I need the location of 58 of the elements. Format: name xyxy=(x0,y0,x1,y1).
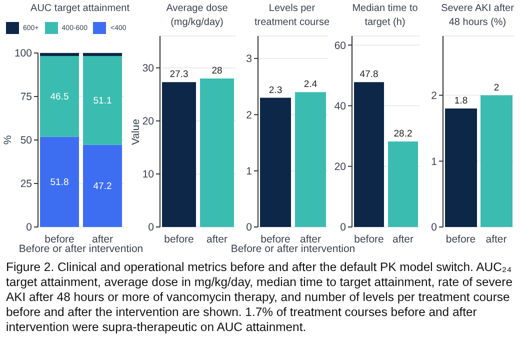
bar xyxy=(40,56,79,137)
x-tick-label: before xyxy=(44,233,75,246)
y-tick-label: 1 xyxy=(246,166,252,178)
bar xyxy=(40,53,79,56)
data-label: 46.5 xyxy=(50,91,69,102)
x-tick-label: before xyxy=(354,233,384,246)
data-label: 51.1 xyxy=(93,95,112,106)
y-tick-label: 40 xyxy=(334,100,346,112)
x-axis-title: Before or after intervention xyxy=(230,243,356,255)
y-tick-label: 30 xyxy=(142,62,154,75)
data-label: 47.8 xyxy=(360,69,378,80)
y-tick-label: 2 xyxy=(246,109,252,122)
chart-title: Median time to target (h) xyxy=(351,2,419,30)
y-tick-label: 0 xyxy=(340,222,346,234)
x-tick-label: before xyxy=(446,233,476,246)
data-label: 2.3 xyxy=(268,84,282,96)
bar xyxy=(83,56,122,145)
y-tick-label: 50 xyxy=(20,134,32,147)
y-tick-label: 0 xyxy=(26,222,32,234)
y-tick-label: 3 xyxy=(246,53,252,66)
y-tick-label: 2 xyxy=(431,90,438,102)
y-tick-label: 20 xyxy=(142,116,154,128)
y-tick-label: 0 xyxy=(148,222,154,234)
data-label: 27.3 xyxy=(170,69,188,80)
y-tick-label: 0 xyxy=(246,222,252,234)
x-tick-label: after xyxy=(486,233,508,246)
bar xyxy=(83,53,122,56)
x-tick-label: before xyxy=(260,233,291,246)
data-label: 51.8 xyxy=(50,176,69,188)
chart-title: Levels per treatment course xyxy=(253,2,331,30)
chart-title: Average dose (mg/kg/day) xyxy=(165,2,229,30)
y-tick-label: 1 xyxy=(431,156,438,168)
data-label: 2 xyxy=(494,82,500,94)
data-label: 28 xyxy=(212,65,222,76)
data-label: 28.2 xyxy=(394,128,412,140)
data-label: 2.4 xyxy=(304,79,318,90)
y-tick-label: 20 xyxy=(334,161,346,174)
y-tick-label: 10 xyxy=(142,168,154,181)
y-axis-title: Value xyxy=(130,118,142,145)
chart-title: AUC target attainment xyxy=(30,2,130,16)
y-tick-label: 100 xyxy=(14,48,32,60)
x-tick-label: after xyxy=(92,233,114,246)
data-label: 1.8 xyxy=(454,95,468,106)
caption: Figure 2. Clinical and operational metrics before and after the default PK model switch. AUC₂₄ target attainment, average dose in mg/kg/day, median time to target attainment, rate of severe AKI after 48 hours or more of vancomycin therapy, and number of levels per treatment course before and after the intervention are shown. 1.7% of treatment courses before and after intervention were supra-therapeutic on AUC attainment. xyxy=(6,260,514,335)
x-tick-label: after xyxy=(392,233,414,246)
y-tick-label: 60 xyxy=(334,40,346,52)
bar xyxy=(83,144,122,227)
y-tick-label: 25 xyxy=(20,178,32,190)
x-axis-title: Before or after intervention xyxy=(18,243,144,255)
x-tick-label: before xyxy=(164,233,194,246)
chart-title: Severe AKI after 48 hours (%) xyxy=(440,2,515,30)
y-tick-label: 0 xyxy=(431,222,438,234)
x-tick-label: after xyxy=(206,233,228,246)
bar xyxy=(40,136,79,227)
y-axis-title: % xyxy=(2,135,14,145)
data-label: 47.2 xyxy=(93,180,112,192)
y-tick-label: 75 xyxy=(20,91,32,104)
x-tick-label: after xyxy=(300,233,322,246)
